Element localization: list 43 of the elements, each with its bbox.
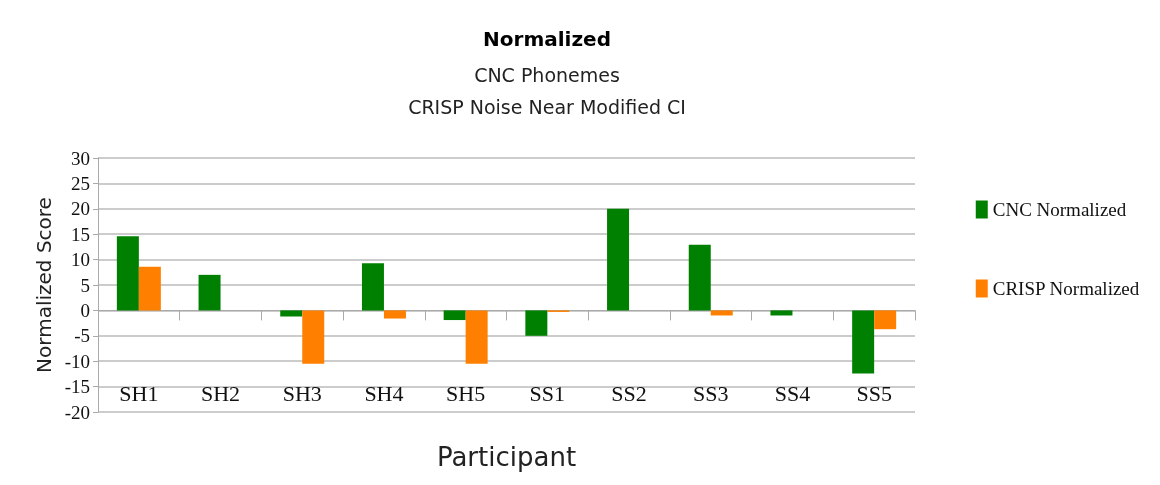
bar xyxy=(465,310,488,364)
bar xyxy=(770,310,793,316)
y-axis-title: Normalized Score xyxy=(31,197,56,373)
bar xyxy=(710,310,733,316)
y-tick-label: 25 xyxy=(71,172,90,194)
y-tick-label: -10 xyxy=(64,350,90,372)
legend-label: CNC Normalized xyxy=(992,199,1127,220)
bar xyxy=(607,208,630,311)
x-tick-label: SS2 xyxy=(611,380,647,406)
bar xyxy=(302,310,325,364)
bar xyxy=(116,236,139,311)
x-tick-label: SH3 xyxy=(282,380,322,406)
chart-title: Normalized xyxy=(483,27,611,51)
bar xyxy=(688,244,711,311)
y-tick-label: 5 xyxy=(80,274,90,296)
chart-subtitle: CNC Phonemes CRISP Noise Near Modified CI xyxy=(408,64,686,118)
bar xyxy=(280,310,303,317)
bar xyxy=(138,266,161,311)
bar xyxy=(383,310,406,319)
y-tick-label: -5 xyxy=(74,325,90,347)
x-tick-label: SS4 xyxy=(774,380,811,406)
x-tick-label: SH4 xyxy=(364,380,404,406)
legend-label: CRISP Normalized xyxy=(992,278,1140,299)
y-tick-label: -15 xyxy=(64,376,90,398)
bar xyxy=(443,310,466,321)
y-tick-label: 30 xyxy=(71,147,90,169)
bar xyxy=(361,263,384,311)
y-tick-label: 20 xyxy=(71,198,90,220)
y-tick-label: 0 xyxy=(80,299,90,321)
x-tick-label: SS1 xyxy=(529,380,566,406)
y-tick-label: 10 xyxy=(71,249,90,271)
bar xyxy=(198,274,221,311)
x-tick-label: SH5 xyxy=(446,380,486,406)
y-tick-label: -20 xyxy=(64,401,90,423)
x-tick-label: SH2 xyxy=(200,380,241,406)
bar xyxy=(852,310,875,374)
bar xyxy=(525,310,548,336)
bar xyxy=(874,310,897,330)
x-tick-label: SH1 xyxy=(119,380,159,406)
x-axis-title: Participant xyxy=(436,442,577,472)
y-tick-label: 15 xyxy=(71,223,90,245)
x-tick-label: SS3 xyxy=(693,380,729,406)
x-tick-label: SS5 xyxy=(856,380,892,406)
